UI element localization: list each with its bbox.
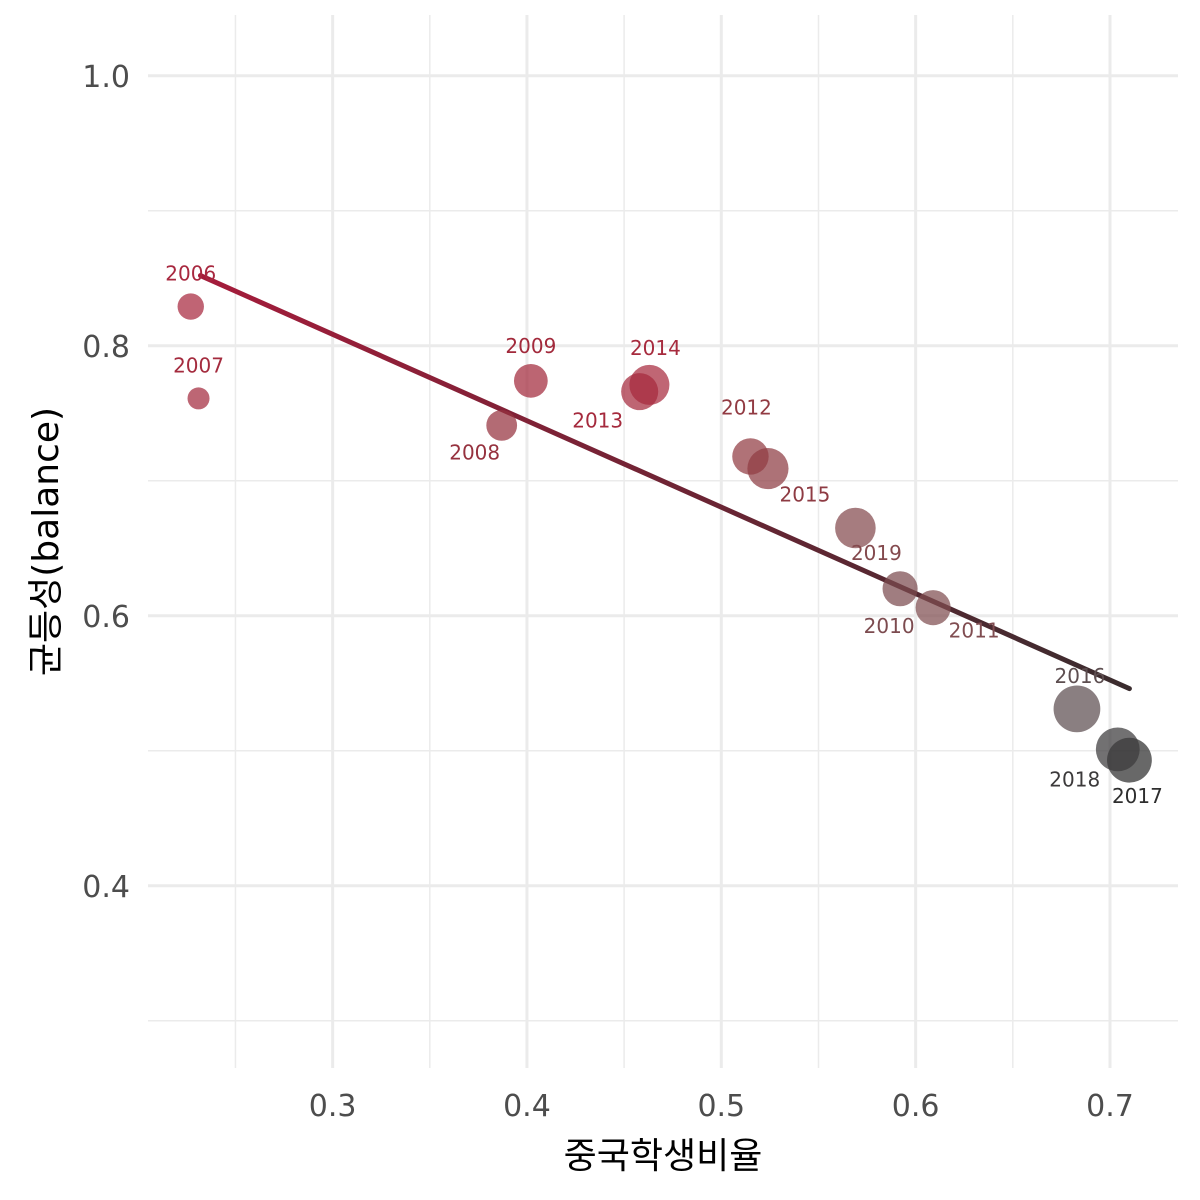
points-group — [177, 293, 1152, 783]
point-label-2006: 2006 — [165, 262, 216, 286]
point-label-2008: 2008 — [449, 440, 500, 464]
point-label-2017: 2017 — [1112, 784, 1163, 808]
point-2008 — [486, 410, 518, 441]
point-2019 — [835, 507, 876, 549]
x-tick-label: 0.3 — [309, 1089, 357, 1124]
x-axis-title: 중국학생비율 — [564, 1136, 763, 1177]
point-2013 — [621, 373, 659, 411]
point-label-2014: 2014 — [630, 336, 681, 360]
y-tick-label: 0.4 — [82, 870, 130, 905]
point-2012 — [732, 438, 769, 475]
x-tick-label: 0.5 — [697, 1089, 745, 1124]
point-label-2015: 2015 — [779, 483, 830, 507]
point-label-2012: 2012 — [721, 395, 772, 419]
point-label-2011: 2011 — [949, 619, 1000, 643]
y-tick-label: 1.0 — [82, 60, 130, 95]
point-2009 — [513, 363, 548, 398]
point-2010 — [882, 571, 918, 607]
x-tick-label: 0.4 — [503, 1089, 551, 1124]
point-label-2007: 2007 — [173, 353, 224, 377]
point-2016 — [1053, 685, 1101, 733]
point-label-2016: 2016 — [1054, 664, 1105, 688]
point-label-2013: 2013 — [572, 409, 623, 433]
point-2006 — [177, 293, 204, 320]
point-label-2009: 2009 — [505, 334, 556, 358]
y-tick-label: 0.6 — [82, 600, 130, 635]
point-2018 — [1095, 727, 1140, 772]
x-tick-label: 0.7 — [1086, 1089, 1134, 1124]
point-labels-group: 2006 2007 2008 2009 2013 2014 2012 2015 2019 2010… — [165, 262, 1163, 809]
axes: 0.3 0.4 0.5 0.6 0.7 0.4 0.6 0.8 1.0 중국학생비율 균등성(bal… — [26, 60, 1134, 1177]
trend-line-group — [197, 273, 1132, 692]
y-axis-title: 균등성(balance) — [26, 407, 67, 676]
point-label-2010: 2010 — [864, 614, 915, 638]
y-tick-label: 0.8 — [82, 330, 130, 365]
grid — [148, 15, 1178, 1068]
point-label-2019: 2019 — [851, 541, 902, 565]
point-2007 — [187, 387, 210, 410]
x-tick-label: 0.6 — [892, 1089, 940, 1124]
point-label-2018: 2018 — [1049, 767, 1100, 791]
point-2011 — [915, 590, 951, 626]
trend-line — [197, 273, 1132, 692]
